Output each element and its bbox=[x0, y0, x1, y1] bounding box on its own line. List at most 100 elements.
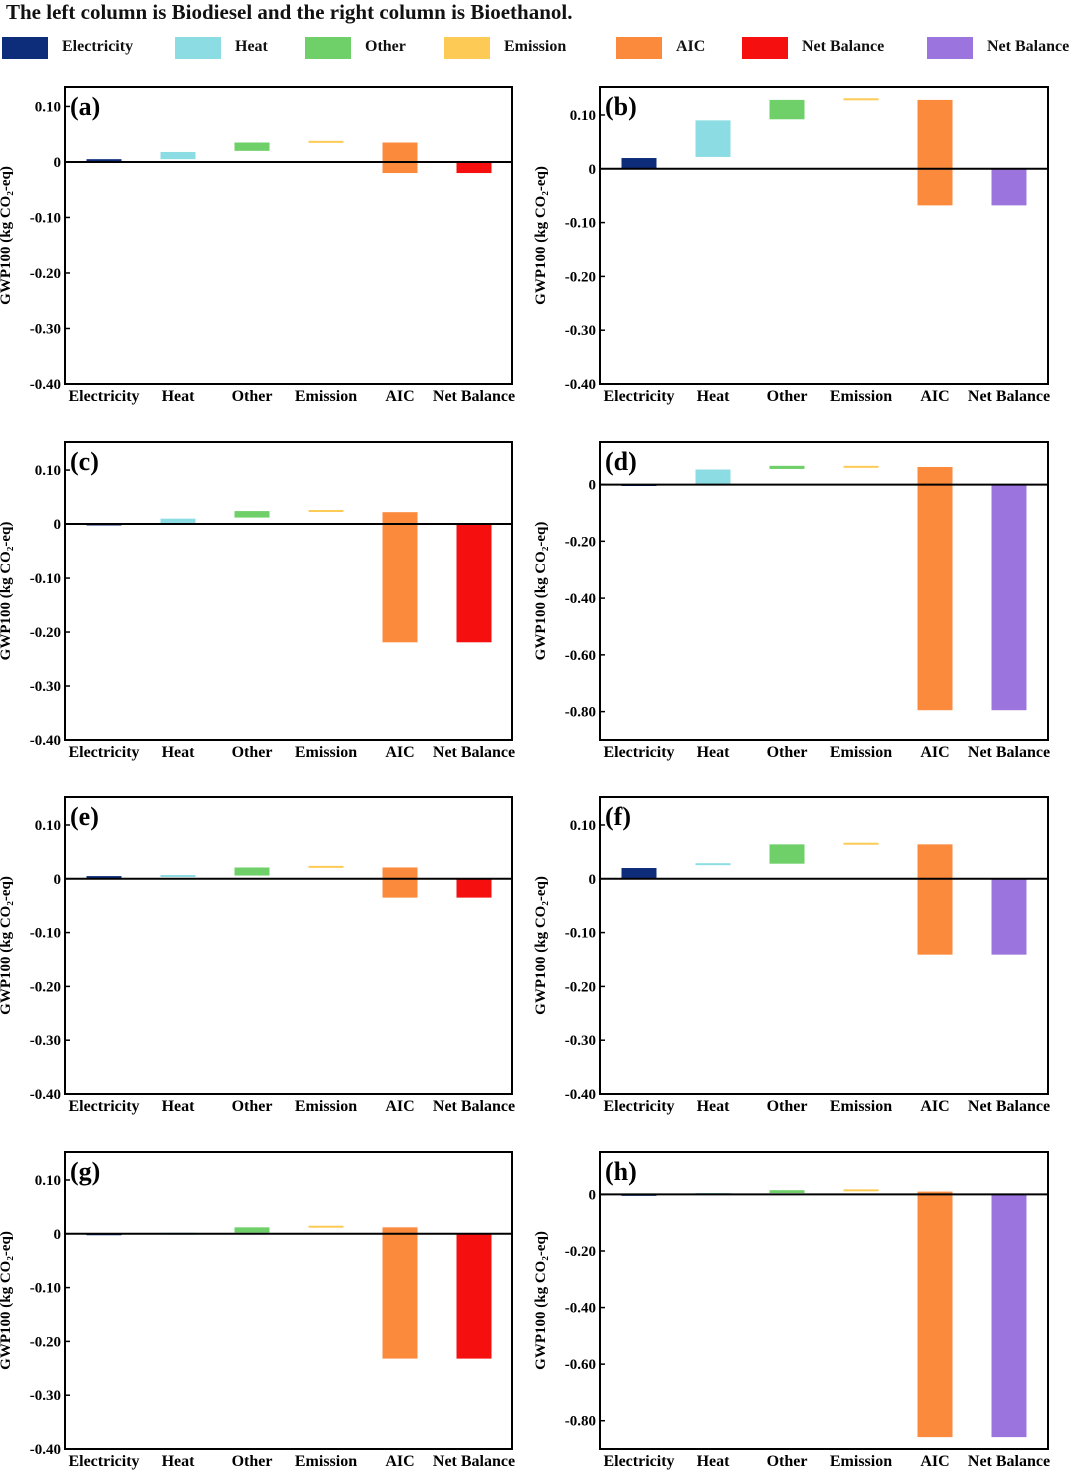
bar-aic bbox=[382, 867, 418, 898]
legend-swatch-net-balance-purple bbox=[927, 37, 973, 59]
y-tick-label: -0.30 bbox=[30, 321, 61, 337]
bar-heat bbox=[695, 120, 731, 157]
legend-swatch-emission bbox=[444, 37, 490, 59]
legend-swatch-aic bbox=[616, 37, 662, 59]
y-tick-label: -0.30 bbox=[30, 679, 61, 695]
x-tick-label: Electricity bbox=[603, 1453, 674, 1470]
bar-electricity bbox=[86, 876, 122, 879]
y-tick-label: -0.30 bbox=[565, 1033, 596, 1049]
y-tick-label: -0.40 bbox=[565, 1301, 596, 1317]
x-tick-label: AIC bbox=[920, 1453, 949, 1470]
x-tick-label: Other bbox=[232, 388, 273, 405]
x-tick-label: AIC bbox=[385, 1098, 414, 1115]
panel-label: (g) bbox=[70, 1157, 100, 1186]
x-tick-label: Other bbox=[232, 1453, 273, 1470]
x-tick-label: Emission bbox=[295, 1453, 357, 1470]
legend-swatch-other bbox=[305, 37, 351, 59]
bar-other bbox=[234, 142, 270, 151]
panel-label: (f) bbox=[605, 802, 631, 831]
y-tick-label: -0.40 bbox=[30, 733, 61, 749]
panel-label: (b) bbox=[605, 92, 637, 121]
y-tick-label: -0.60 bbox=[565, 648, 596, 664]
y-tick-label: -0.20 bbox=[565, 269, 596, 285]
x-tick-label: Emission bbox=[830, 744, 892, 761]
y-tick-label: -0.20 bbox=[30, 979, 61, 995]
x-tick-label: AIC bbox=[385, 744, 414, 761]
panel-e: 0.10 0 -0.10 -0.20 -0.30 -0.40 Electricity Heat… bbox=[0, 796, 515, 1115]
bar-heat bbox=[160, 875, 196, 878]
bar-net-balance bbox=[456, 878, 492, 898]
x-tick-label: Net Balance bbox=[433, 388, 515, 405]
y-tick-label: 0.10 bbox=[35, 818, 61, 834]
bar-net-balance bbox=[456, 1233, 492, 1359]
x-tick-label: Net Balance bbox=[433, 1098, 515, 1115]
y-axis-title: GWP100 (kg CO₂-eq) bbox=[533, 1231, 549, 1370]
bar-emission bbox=[843, 465, 879, 468]
x-tick-label: AIC bbox=[385, 1453, 414, 1470]
y-axis-title: GWP100 (kg CO₂-eq) bbox=[533, 522, 549, 661]
x-tick-label: Heat bbox=[697, 1098, 731, 1115]
x-tick-label: Heat bbox=[697, 744, 731, 761]
y-tick-label: -0.20 bbox=[565, 1244, 596, 1260]
x-tick-label: AIC bbox=[920, 744, 949, 761]
bar-heat bbox=[160, 151, 196, 160]
x-tick-label: Net Balance bbox=[968, 388, 1050, 405]
y-axis-title: GWP100 (kg CO₂-eq) bbox=[0, 166, 14, 305]
legend: Electricity Heat Other Emission AIC Net … bbox=[0, 36, 1080, 62]
bar-other bbox=[769, 465, 805, 469]
panel-label: (e) bbox=[70, 802, 99, 831]
bar-aic bbox=[917, 99, 953, 206]
bar-emission bbox=[843, 98, 879, 101]
y-tick-label: 0 bbox=[589, 872, 597, 888]
x-tick-label: Net Balance bbox=[968, 1098, 1050, 1115]
y-tick-label: 0.10 bbox=[35, 463, 61, 479]
x-tick-label: Electricity bbox=[68, 388, 139, 405]
x-tick-label: Emission bbox=[830, 1453, 892, 1470]
y-tick-label: -0.10 bbox=[30, 210, 61, 226]
panel-label: (d) bbox=[605, 447, 637, 476]
y-tick-label: -0.40 bbox=[30, 1087, 61, 1103]
y-tick-label: 0.10 bbox=[35, 99, 61, 115]
bar-emission bbox=[308, 865, 344, 868]
legend-swatch-electricity bbox=[2, 37, 48, 59]
y-axis-title: GWP100 (kg CO₂-eq) bbox=[533, 166, 549, 305]
y-tick-label: -0.10 bbox=[30, 926, 61, 942]
y-tick-label: 0 bbox=[54, 872, 62, 888]
y-tick-label: -0.20 bbox=[565, 979, 596, 995]
y-tick-label: 0 bbox=[54, 155, 62, 171]
legend-label-net-balance-purple: Net Balance bbox=[987, 38, 1070, 55]
y-tick-label: -0.20 bbox=[30, 266, 61, 282]
plot-frame bbox=[599, 1151, 1049, 1450]
y-tick-label: -0.20 bbox=[565, 534, 596, 550]
x-tick-label: Electricity bbox=[68, 744, 139, 761]
panel-a: 0.10 0 -0.10 -0.20 -0.30 -0.40 Electricity Heat… bbox=[0, 86, 515, 405]
x-tick-label: Other bbox=[767, 1453, 808, 1470]
y-tick-label: -0.30 bbox=[565, 323, 596, 339]
plot-frame bbox=[64, 796, 513, 1095]
x-tick-label: Emission bbox=[295, 744, 357, 761]
x-tick-label: Heat bbox=[162, 388, 196, 405]
x-tick-label: AIC bbox=[920, 388, 949, 405]
bar-net-balance bbox=[456, 161, 492, 174]
bar-net-balance bbox=[991, 168, 1027, 206]
legend-swatch-heat bbox=[175, 37, 221, 59]
y-tick-label: -0.10 bbox=[30, 1281, 61, 1297]
legend-label-heat: Heat bbox=[235, 38, 268, 55]
y-tick-label: -0.20 bbox=[30, 625, 61, 641]
panel-g: 0.10 0 -0.10 -0.20 -0.30 -0.40 Electricity Heat… bbox=[0, 1151, 515, 1470]
bar-net-balance bbox=[991, 878, 1027, 955]
x-tick-label: Heat bbox=[697, 1453, 731, 1470]
bar-heat bbox=[695, 863, 731, 866]
x-tick-label: Other bbox=[767, 744, 808, 761]
x-tick-label: Emission bbox=[830, 388, 892, 405]
bar-aic bbox=[382, 512, 418, 643]
bar-emission bbox=[843, 842, 879, 845]
y-tick-label: 0.10 bbox=[570, 818, 596, 834]
bar-heat bbox=[160, 518, 196, 523]
bar-aic bbox=[917, 466, 953, 711]
bar-aic bbox=[917, 844, 953, 955]
bar-heat bbox=[695, 469, 731, 485]
bar-aic bbox=[382, 142, 418, 174]
x-tick-label: Electricity bbox=[68, 1098, 139, 1115]
